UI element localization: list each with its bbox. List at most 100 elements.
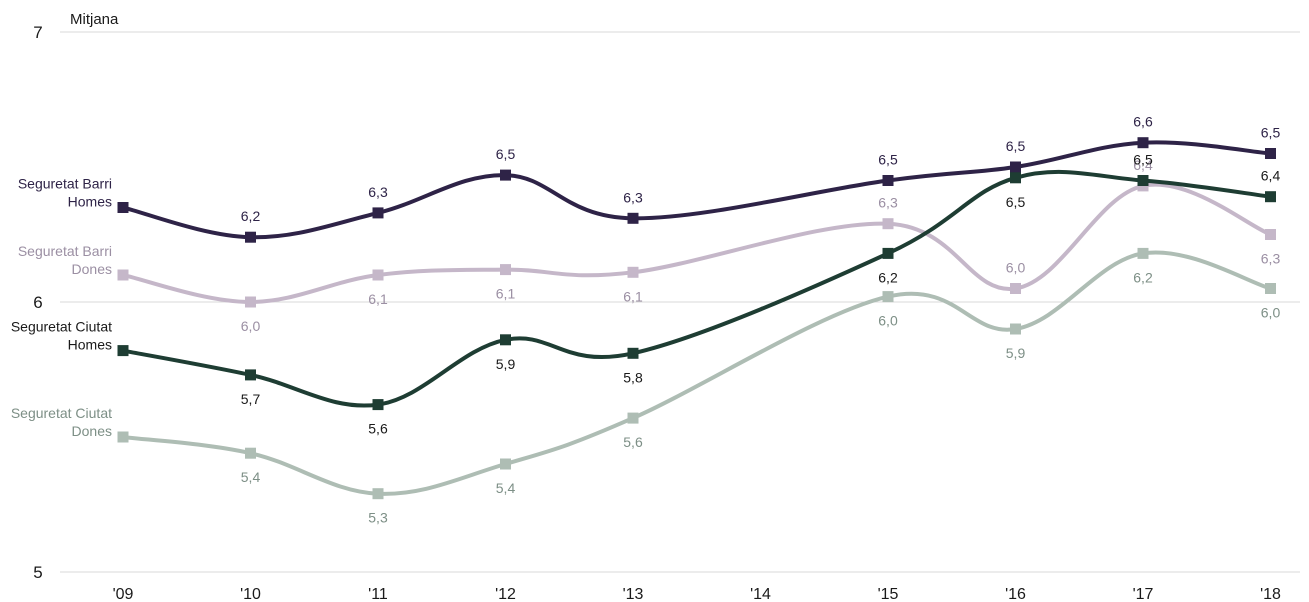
- x-tick-label: '12: [495, 586, 516, 602]
- data-label: 6,0: [1006, 260, 1026, 276]
- x-tick-label: '16: [1005, 586, 1026, 602]
- series-names: Seguretat Barri Homes Seguretat Barri Dones…: [11, 176, 112, 440]
- data-point-marker: [245, 369, 256, 381]
- data-label: 6,0: [241, 318, 261, 334]
- data-label: 6,5: [496, 146, 516, 162]
- data-label: 6,1: [623, 288, 643, 304]
- data-label: 5,4: [496, 480, 516, 496]
- series-line: [121, 250, 1273, 496]
- data-point-marker: [1010, 172, 1021, 184]
- data-label: 6,3: [878, 195, 898, 211]
- data-point-marker: [882, 218, 894, 230]
- data-point-marker: [1010, 283, 1021, 294]
- y-axis-title: Mitjana: [70, 11, 119, 28]
- data-label: 6,2: [878, 269, 898, 285]
- data-point-marker: [627, 266, 639, 278]
- data-label: 6,1: [496, 286, 516, 302]
- series-name: Seguretat Barri: [18, 176, 112, 192]
- data-label: 6,5: [1006, 138, 1026, 154]
- x-tick-label: '10: [240, 586, 261, 602]
- data-point-marker: [1137, 175, 1149, 186]
- data-point-marker: [627, 347, 639, 359]
- y-tick-label: 6: [33, 293, 42, 312]
- data-label: 5,8: [623, 369, 643, 385]
- data-point-marker: [627, 212, 639, 224]
- series-line: [121, 182, 1273, 304]
- data-point-marker: [500, 264, 511, 276]
- data-label: 5,6: [368, 421, 388, 437]
- data-label: 6,2: [241, 208, 261, 224]
- data-label: 5,9: [1006, 345, 1026, 361]
- data-label: 5,7: [241, 391, 261, 407]
- series-name: Homes: [68, 337, 112, 353]
- data-label: 6,3: [368, 184, 388, 200]
- data-point-marker: [117, 431, 129, 443]
- data-point-marker: [117, 345, 129, 357]
- y-tick-label: 5: [33, 563, 42, 582]
- data-label: 6,0: [878, 313, 898, 329]
- data-label: 6,5: [1133, 152, 1153, 168]
- series-name: Seguretat Ciutat: [11, 319, 112, 335]
- series-name: Dones: [72, 261, 112, 277]
- data-point-marker: [117, 269, 129, 281]
- data-point-marker: [500, 334, 511, 346]
- series-line: [121, 140, 1273, 240]
- data-point-marker: [372, 269, 384, 281]
- x-tick-label: '09: [113, 586, 134, 602]
- series-name: Seguretat Barri: [18, 243, 112, 259]
- data-label: 6,5: [878, 152, 898, 168]
- data-point-marker: [627, 412, 639, 424]
- data-point-marker: [1265, 191, 1276, 203]
- x-tick-label: '17: [1133, 586, 1154, 602]
- data-label: 6,6: [1133, 114, 1153, 130]
- data-label: 6,3: [623, 189, 643, 205]
- data-label: 6,2: [1133, 269, 1153, 285]
- data-point-marker: [500, 169, 511, 181]
- data-label: 6,4: [1261, 168, 1281, 184]
- series-name: Dones: [72, 423, 112, 439]
- y-axis-ticks: 5 6 7: [33, 23, 42, 582]
- data-point-marker: [245, 231, 256, 243]
- data-point-marker: [882, 247, 894, 259]
- data-point-marker: [245, 296, 256, 308]
- data-point-marker: [372, 207, 384, 219]
- series-line: [121, 169, 1273, 408]
- data-point-marker: [882, 291, 894, 303]
- data-labels: 6,2 6,3 6,5 6,3 6,5 6,5 6,6 6,5 6,0 6,1 6,1 6,1 6,3 6…: [241, 114, 1281, 526]
- data-label: 5,6: [623, 434, 643, 450]
- data-label: 6,5: [1006, 194, 1026, 210]
- x-tick-label: '18: [1260, 586, 1281, 602]
- x-tick-label: '11: [368, 586, 388, 602]
- data-point-marker: [1265, 283, 1276, 294]
- data-point-marker: [1010, 323, 1021, 335]
- y-tick-label: 7: [33, 23, 42, 42]
- x-tick-label: '14: [750, 586, 771, 602]
- data-label: 6,1: [368, 291, 388, 307]
- series-markers: [117, 137, 1276, 500]
- data-point-marker: [117, 202, 129, 213]
- x-tick-label: '15: [878, 586, 899, 602]
- data-point-marker: [1010, 161, 1021, 173]
- data-label: 5,3: [368, 510, 388, 526]
- data-point-marker: [372, 488, 384, 500]
- data-label: 6,5: [1261, 125, 1281, 141]
- data-label: 5,4: [241, 469, 261, 485]
- x-tick-label: '13: [623, 586, 644, 602]
- x-axis-ticks: '09 '10 '11 '12 '13 '14 '15 '16 '17 '18: [113, 586, 1281, 602]
- data-label: 6,0: [1261, 305, 1281, 321]
- data-point-marker: [1137, 137, 1149, 149]
- data-point-marker: [372, 399, 384, 411]
- data-point-marker: [1265, 229, 1276, 240]
- data-point-marker: [882, 175, 894, 186]
- data-label: 5,9: [496, 356, 516, 372]
- data-point-marker: [1265, 148, 1276, 159]
- data-label: 6,4: [1133, 157, 1153, 173]
- series-lines: [121, 140, 1273, 496]
- series-name: Seguretat Ciutat: [11, 405, 112, 421]
- data-label: 6,3: [1261, 251, 1281, 267]
- series-name: Homes: [68, 194, 112, 210]
- data-point-marker: [245, 447, 256, 459]
- data-point-marker: [500, 458, 511, 470]
- data-point-marker: [1137, 247, 1149, 259]
